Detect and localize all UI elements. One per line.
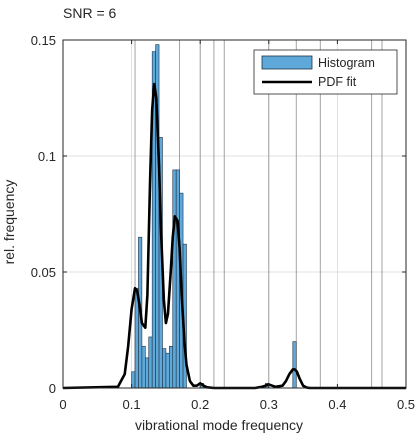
- y-tick-label: 0.1: [38, 149, 56, 164]
- histogram-bar: [148, 336, 153, 389]
- chart-title: SNR = 6: [63, 5, 117, 21]
- histogram-bar: [131, 371, 136, 389]
- x-tick-labels: 0 0.1 0.2 0.3 0.4 0.5: [59, 397, 415, 412]
- histogram-bar: [292, 341, 297, 389]
- plot-area: 0 0.1 0.2 0.3 0.4 0.5 0 0.05 0.1 0.15: [31, 33, 415, 412]
- histogram-bar: [169, 345, 174, 389]
- y-tick-labels: 0 0.05 0.1 0.15: [31, 33, 56, 396]
- legend-pdf-label: PDF fit: [318, 75, 357, 89]
- histogram-bar: [162, 348, 167, 389]
- y-tick-label: 0.15: [31, 33, 56, 48]
- x-tick-label: 0.3: [260, 397, 278, 412]
- histogram-bar: [141, 345, 146, 389]
- legend-histogram-label: Histogram: [318, 56, 375, 70]
- histogram-bar: [172, 169, 177, 389]
- x-tick-label: 0: [59, 397, 66, 412]
- axes-background: [63, 40, 406, 388]
- x-tick-label: 0.5: [397, 397, 415, 412]
- legend: Histogram PDF fit: [253, 49, 398, 95]
- axes-box: [62, 39, 407, 389]
- tick-marks: [62, 39, 407, 389]
- y-axis-label: rel. frequency: [1, 180, 17, 265]
- histogram-bar: [165, 352, 170, 389]
- legend-histogram-swatch: [261, 55, 313, 70]
- x-tick-label: 0.1: [123, 397, 141, 412]
- y-tick-label: 0: [49, 381, 56, 396]
- histogram-bar: [145, 357, 150, 389]
- histogram-bar: [175, 169, 180, 389]
- y-tick-label: 0.05: [31, 265, 56, 280]
- pdf-fit-line: [62, 82, 406, 390]
- x-tick-label: 0.2: [191, 397, 209, 412]
- x-tick-label: 0.4: [328, 397, 346, 412]
- x-axis-label: vibrational mode frequency: [135, 417, 303, 433]
